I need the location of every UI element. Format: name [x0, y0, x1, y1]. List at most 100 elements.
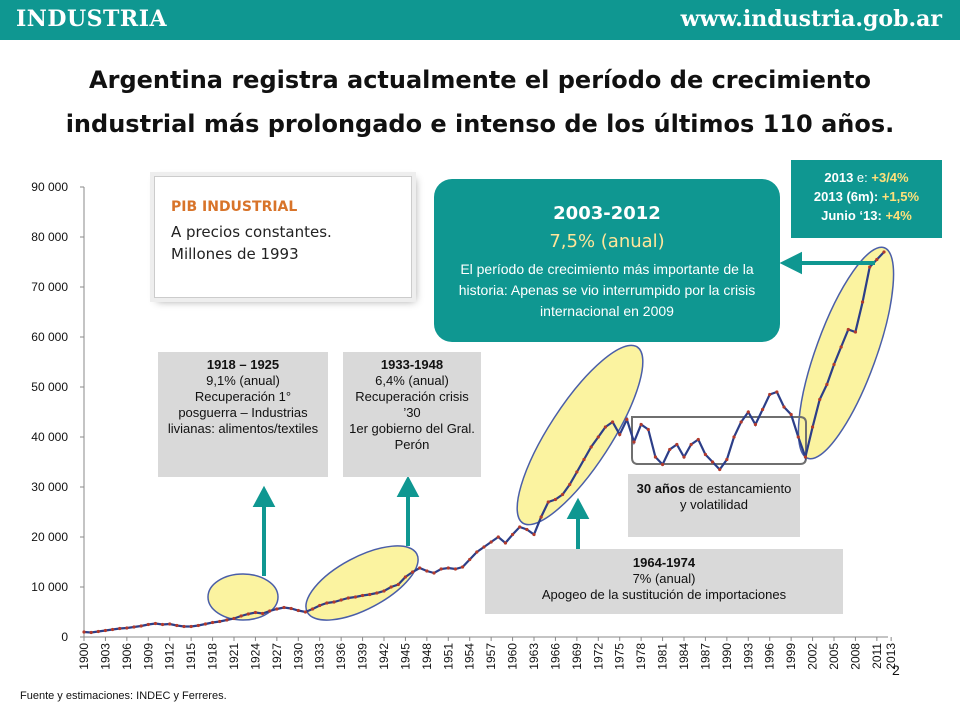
x-tick-label: 1969: [570, 643, 584, 670]
x-tick-label: 1966: [548, 643, 562, 670]
brand-logo: INDUSTRIA: [16, 6, 168, 32]
data-point: [196, 623, 200, 628]
highlight-ellipse-2003: [797, 246, 895, 460]
data-point: [175, 623, 179, 628]
data-point: [689, 442, 693, 447]
data-point: [246, 612, 250, 616]
data-point: [268, 609, 272, 613]
label-june-13: Junio ‘13: [821, 208, 878, 223]
callout-2013-line-3: Junio ‘13: +4%: [791, 206, 942, 225]
data-point: [89, 630, 93, 635]
data-point: [610, 420, 615, 424]
data-point: [382, 589, 386, 593]
data-point: [746, 410, 750, 414]
x-tick-label: 1909: [141, 643, 155, 670]
callout-1964-rate: 7% (anual): [632, 571, 696, 586]
data-point: [232, 616, 236, 621]
data-point: [303, 610, 308, 614]
data-point: [225, 618, 229, 622]
data-point: [625, 417, 629, 422]
data-point: [182, 624, 186, 629]
data-point: [118, 626, 122, 631]
callout-1933-government: 1er gobierno del Gral. Perón: [349, 421, 475, 452]
callout-1918-description: Recuperación 1° posguerra – Industrias l…: [167, 389, 319, 436]
data-point: [439, 567, 443, 571]
data-point: [218, 619, 222, 624]
x-tick-label: 1936: [334, 643, 348, 670]
data-point: [160, 622, 165, 627]
data-point: [710, 460, 715, 464]
x-tick-label: 1957: [484, 643, 498, 670]
data-point: [475, 550, 479, 554]
data-point: [782, 405, 786, 409]
data-point: [796, 435, 800, 439]
data-point: [318, 603, 322, 608]
y-tick-label: 90 000: [31, 180, 68, 194]
data-point: [618, 432, 622, 437]
x-tick-label: 2008: [848, 643, 862, 670]
highlight-ellipse-1964: [516, 344, 644, 526]
title-line-2: industrial más prolongado e intenso de l…: [65, 110, 895, 138]
data-point: [375, 591, 379, 595]
data-point: [425, 569, 429, 573]
highlight-ellipse-1918: [207, 573, 279, 621]
data-point: [353, 595, 358, 599]
data-point: [496, 535, 500, 539]
arrowhead-1933: [396, 475, 420, 497]
x-tick-label: 2011: [870, 643, 884, 669]
arrows: [252, 251, 875, 578]
data-point: [346, 596, 350, 600]
x-tick-label: 1912: [163, 643, 177, 670]
callout-1918-1925: 1918 – 1925 9,1% (anual) Recuperación 1°…: [158, 352, 328, 477]
data-point: [703, 452, 708, 457]
data-point: [96, 629, 100, 634]
data-point: [875, 257, 879, 262]
legend-line-1: A precios constantes.: [171, 223, 332, 241]
data-point: [696, 437, 700, 442]
data-point: [882, 250, 886, 254]
label-2013e-sep: e:: [853, 170, 872, 185]
y-tick-label: 0: [61, 630, 68, 644]
data-point: [260, 611, 265, 616]
data-point: [103, 628, 108, 633]
callout-2013: 2013 e: +3/4% 2013 (6m): +1,5% Junio ‘13…: [791, 160, 942, 238]
data-point: [853, 330, 858, 334]
data-point: [660, 462, 665, 467]
data-point: [360, 593, 365, 598]
data-point: [603, 425, 608, 429]
value-2013e: +3/4%: [871, 170, 909, 185]
data-point: [525, 527, 529, 532]
data-point: [682, 455, 686, 459]
value-june-13: +4%: [885, 208, 912, 223]
callout-2013-line-1: 2013 e: +3/4%: [791, 168, 942, 187]
x-tick-label: 1924: [248, 643, 262, 670]
x-tick-label: 2005: [827, 643, 841, 670]
data-point: [446, 566, 450, 570]
page-title: Argentina registra actualmente el períod…: [0, 58, 960, 146]
callout-1933-description: Recuperación crisis ’30: [355, 389, 469, 420]
series-line: [82, 250, 886, 635]
data-point: [310, 607, 315, 611]
data-point: [868, 265, 872, 269]
highlight-ellipse-1933: [305, 545, 419, 621]
y-tick-label: 60 000: [31, 330, 68, 344]
data-point: [239, 614, 243, 618]
callout-1933-1948: 1933-1948 6,4% (anual) Recuperación cris…: [343, 352, 481, 477]
data-point: [189, 624, 193, 629]
data-point: [410, 570, 415, 574]
data-point: [153, 621, 158, 626]
data-point: [653, 455, 658, 459]
data-point: [539, 515, 543, 519]
data-point: [296, 608, 300, 613]
callout-2013-line-2: 2013 (6m): +1,5%: [791, 187, 942, 206]
x-tick-label: 1978: [634, 643, 648, 670]
data-point: [460, 565, 465, 569]
data-point: [432, 571, 436, 575]
data-point: [396, 582, 400, 587]
data-point: [553, 497, 558, 502]
legend-title: PIB INDUSTRIAL: [171, 199, 298, 215]
chart-axes: 0 10 000 20 000 30 000 40 000 50 000 60 000 70 …: [31, 180, 898, 670]
arrowhead-1964: [566, 497, 590, 519]
data-point: [775, 390, 779, 394]
data-point: [518, 525, 522, 529]
